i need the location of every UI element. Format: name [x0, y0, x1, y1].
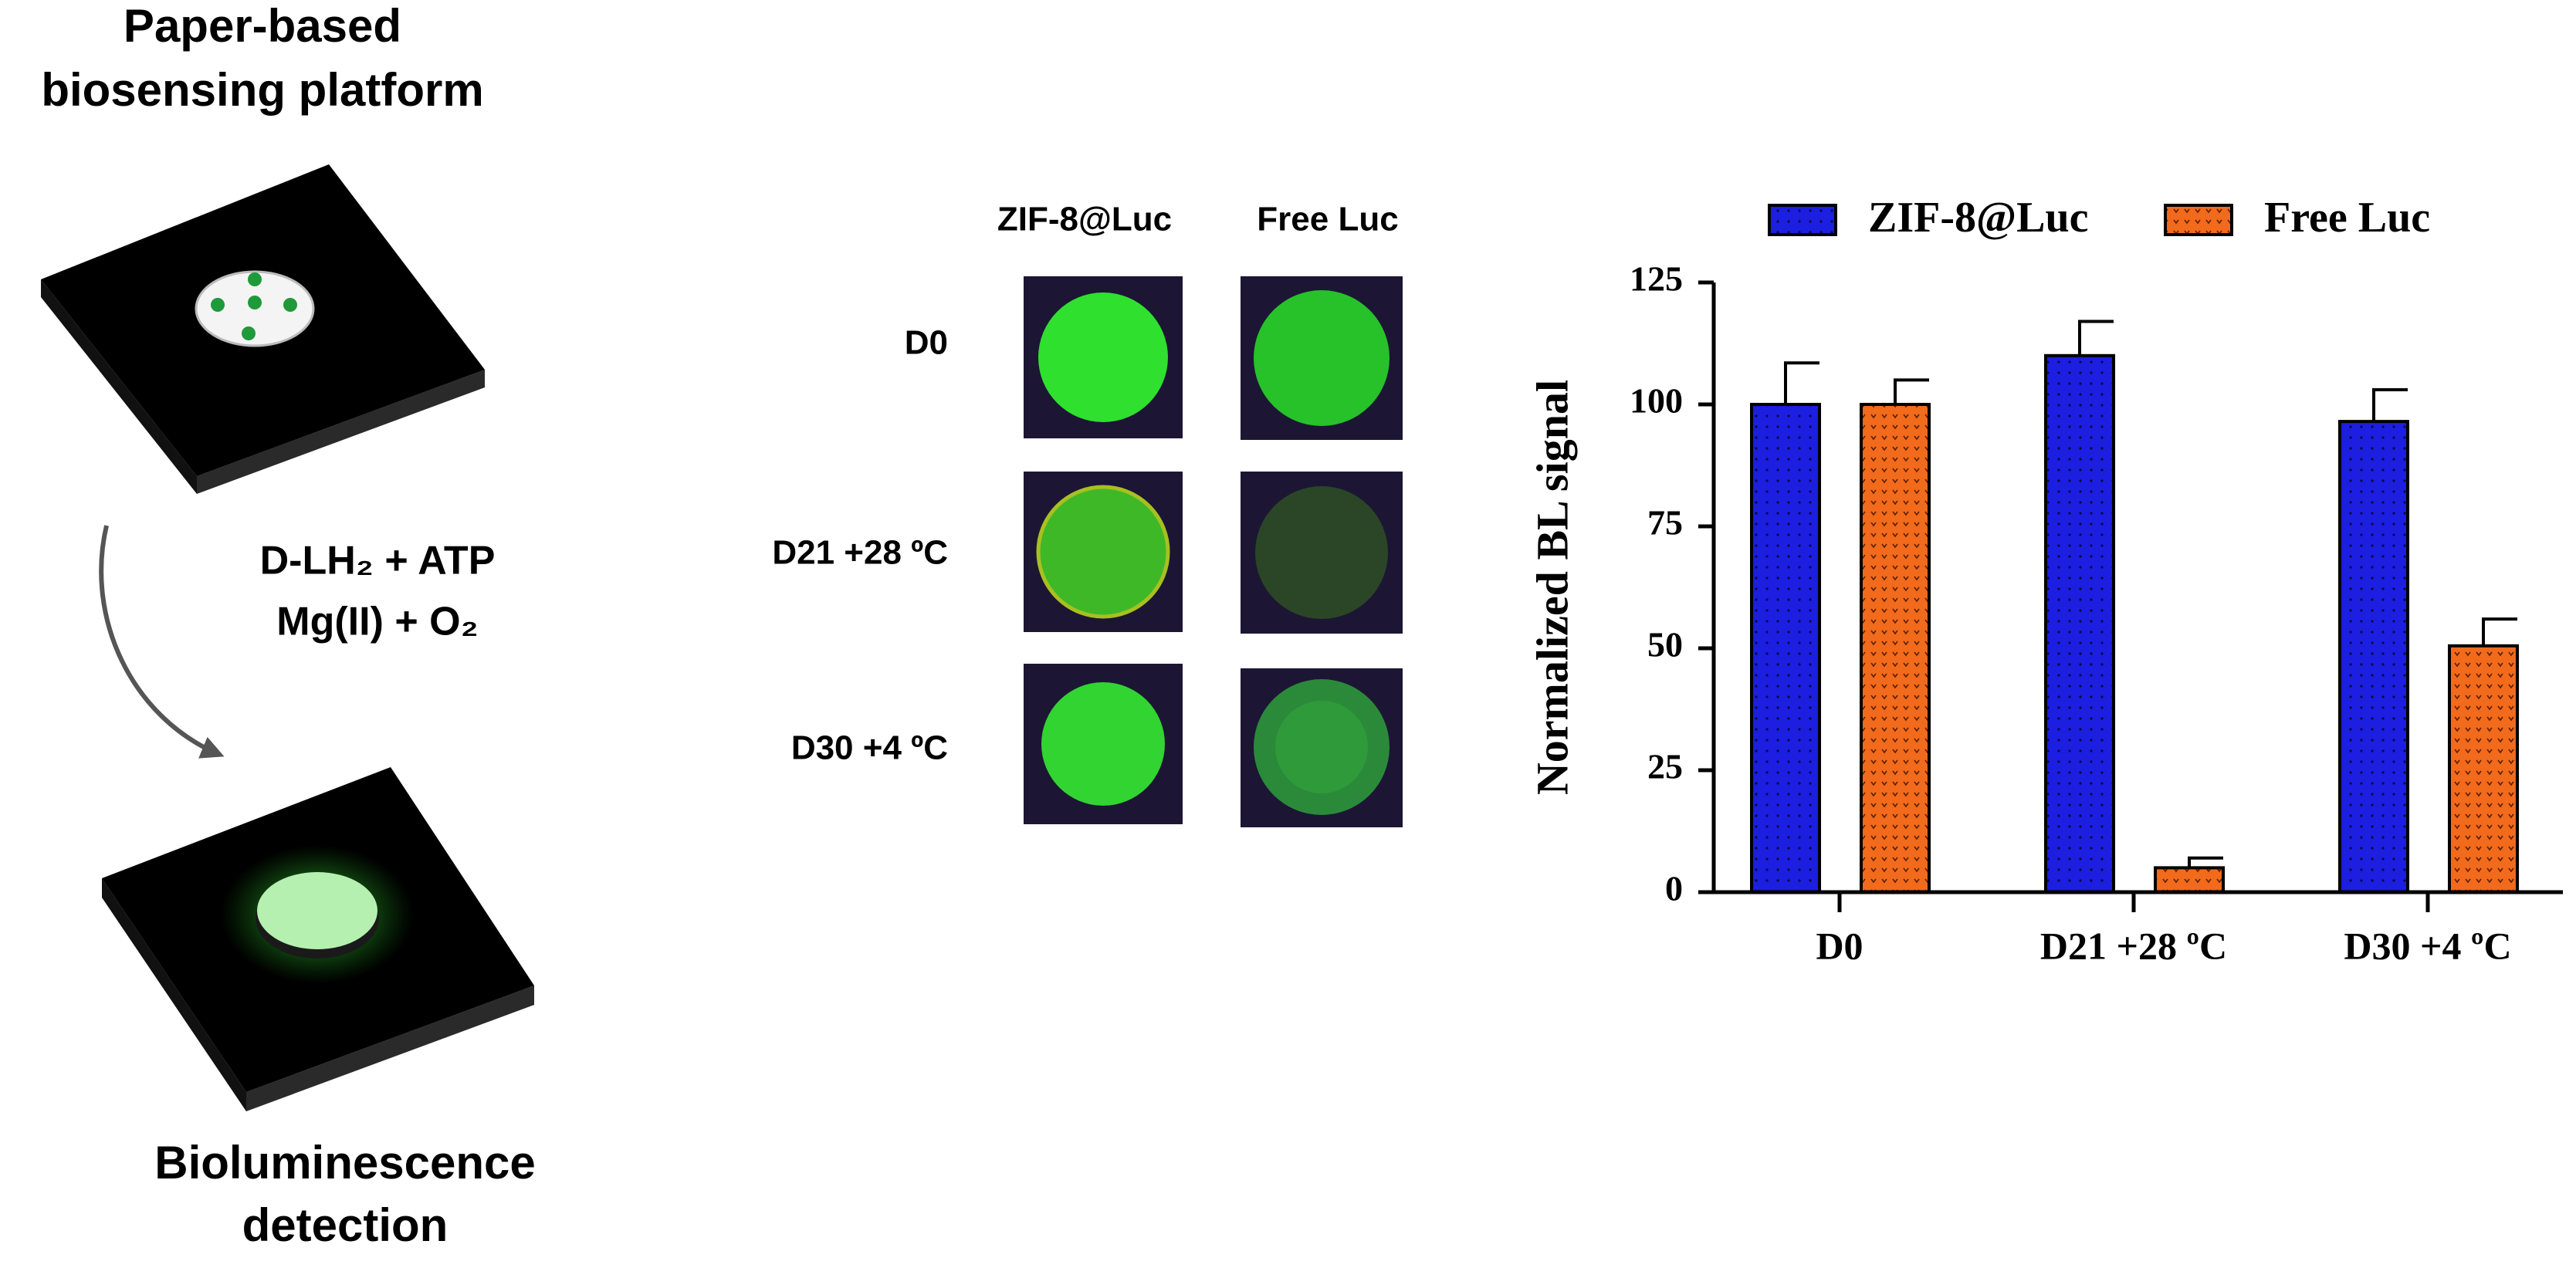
x-tick-label: D0	[1816, 924, 1863, 967]
photo-grid	[1024, 276, 1403, 827]
legend-label: Free Luc	[2264, 194, 2430, 242]
diagram-title: Paper-based	[124, 0, 401, 52]
x-tick-label: D21 +28 ºC	[2040, 924, 2227, 967]
bar	[1750, 403, 1821, 894]
bar-chart: 0 25 50 75 100 125 D0 D21 +28 ºC D30 +4 ºC ZIF-8@…	[1630, 194, 2563, 967]
row-label: D21 +28 ºC	[772, 534, 948, 572]
error-bar	[2078, 320, 2114, 356]
error-bar	[2482, 617, 2517, 646]
y-tick-label: 125	[1630, 259, 1683, 299]
legend-swatch	[1768, 204, 1837, 236]
error-bar	[2372, 388, 2408, 422]
y-tick-label: 50	[1647, 625, 1683, 664]
bar	[1860, 403, 1931, 894]
row-label: D0	[905, 324, 948, 362]
glowing-platform	[102, 767, 534, 1111]
legend-label: ZIF-8@Luc	[1868, 194, 2088, 242]
y-tick-label: 75	[1647, 503, 1683, 543]
y-tick-label: 0	[1665, 869, 1683, 908]
arrow	[99, 525, 225, 759]
column-header: ZIF-8@Luc	[997, 201, 1172, 238]
diagram-title: biosensing platform	[41, 64, 483, 116]
legend-swatch	[2164, 204, 2233, 236]
error-bar	[2188, 856, 2223, 868]
reagents: D-LH₂ + ATP	[260, 539, 496, 583]
error-bar	[1894, 378, 1929, 404]
paper-platform	[41, 164, 485, 494]
bar	[2338, 420, 2409, 894]
y-tick-label: 100	[1630, 381, 1683, 421]
bar	[2154, 866, 2225, 894]
y-axis-title: Normalized BL signal	[1527, 380, 1577, 795]
column-header: Free Luc	[1257, 201, 1398, 238]
error-bar	[1784, 361, 1819, 404]
row-label: D30 +4 ºC	[791, 729, 948, 767]
bar	[2448, 644, 2519, 894]
x-tick-label: D30 +4 ºC	[2344, 924, 2511, 967]
y-tick-label: 25	[1647, 747, 1683, 786]
reagents: Mg(II) + O₂	[276, 600, 478, 644]
bar	[2044, 353, 2115, 894]
output-label: Bioluminescence	[154, 1137, 536, 1189]
output-label: detection	[242, 1199, 449, 1251]
